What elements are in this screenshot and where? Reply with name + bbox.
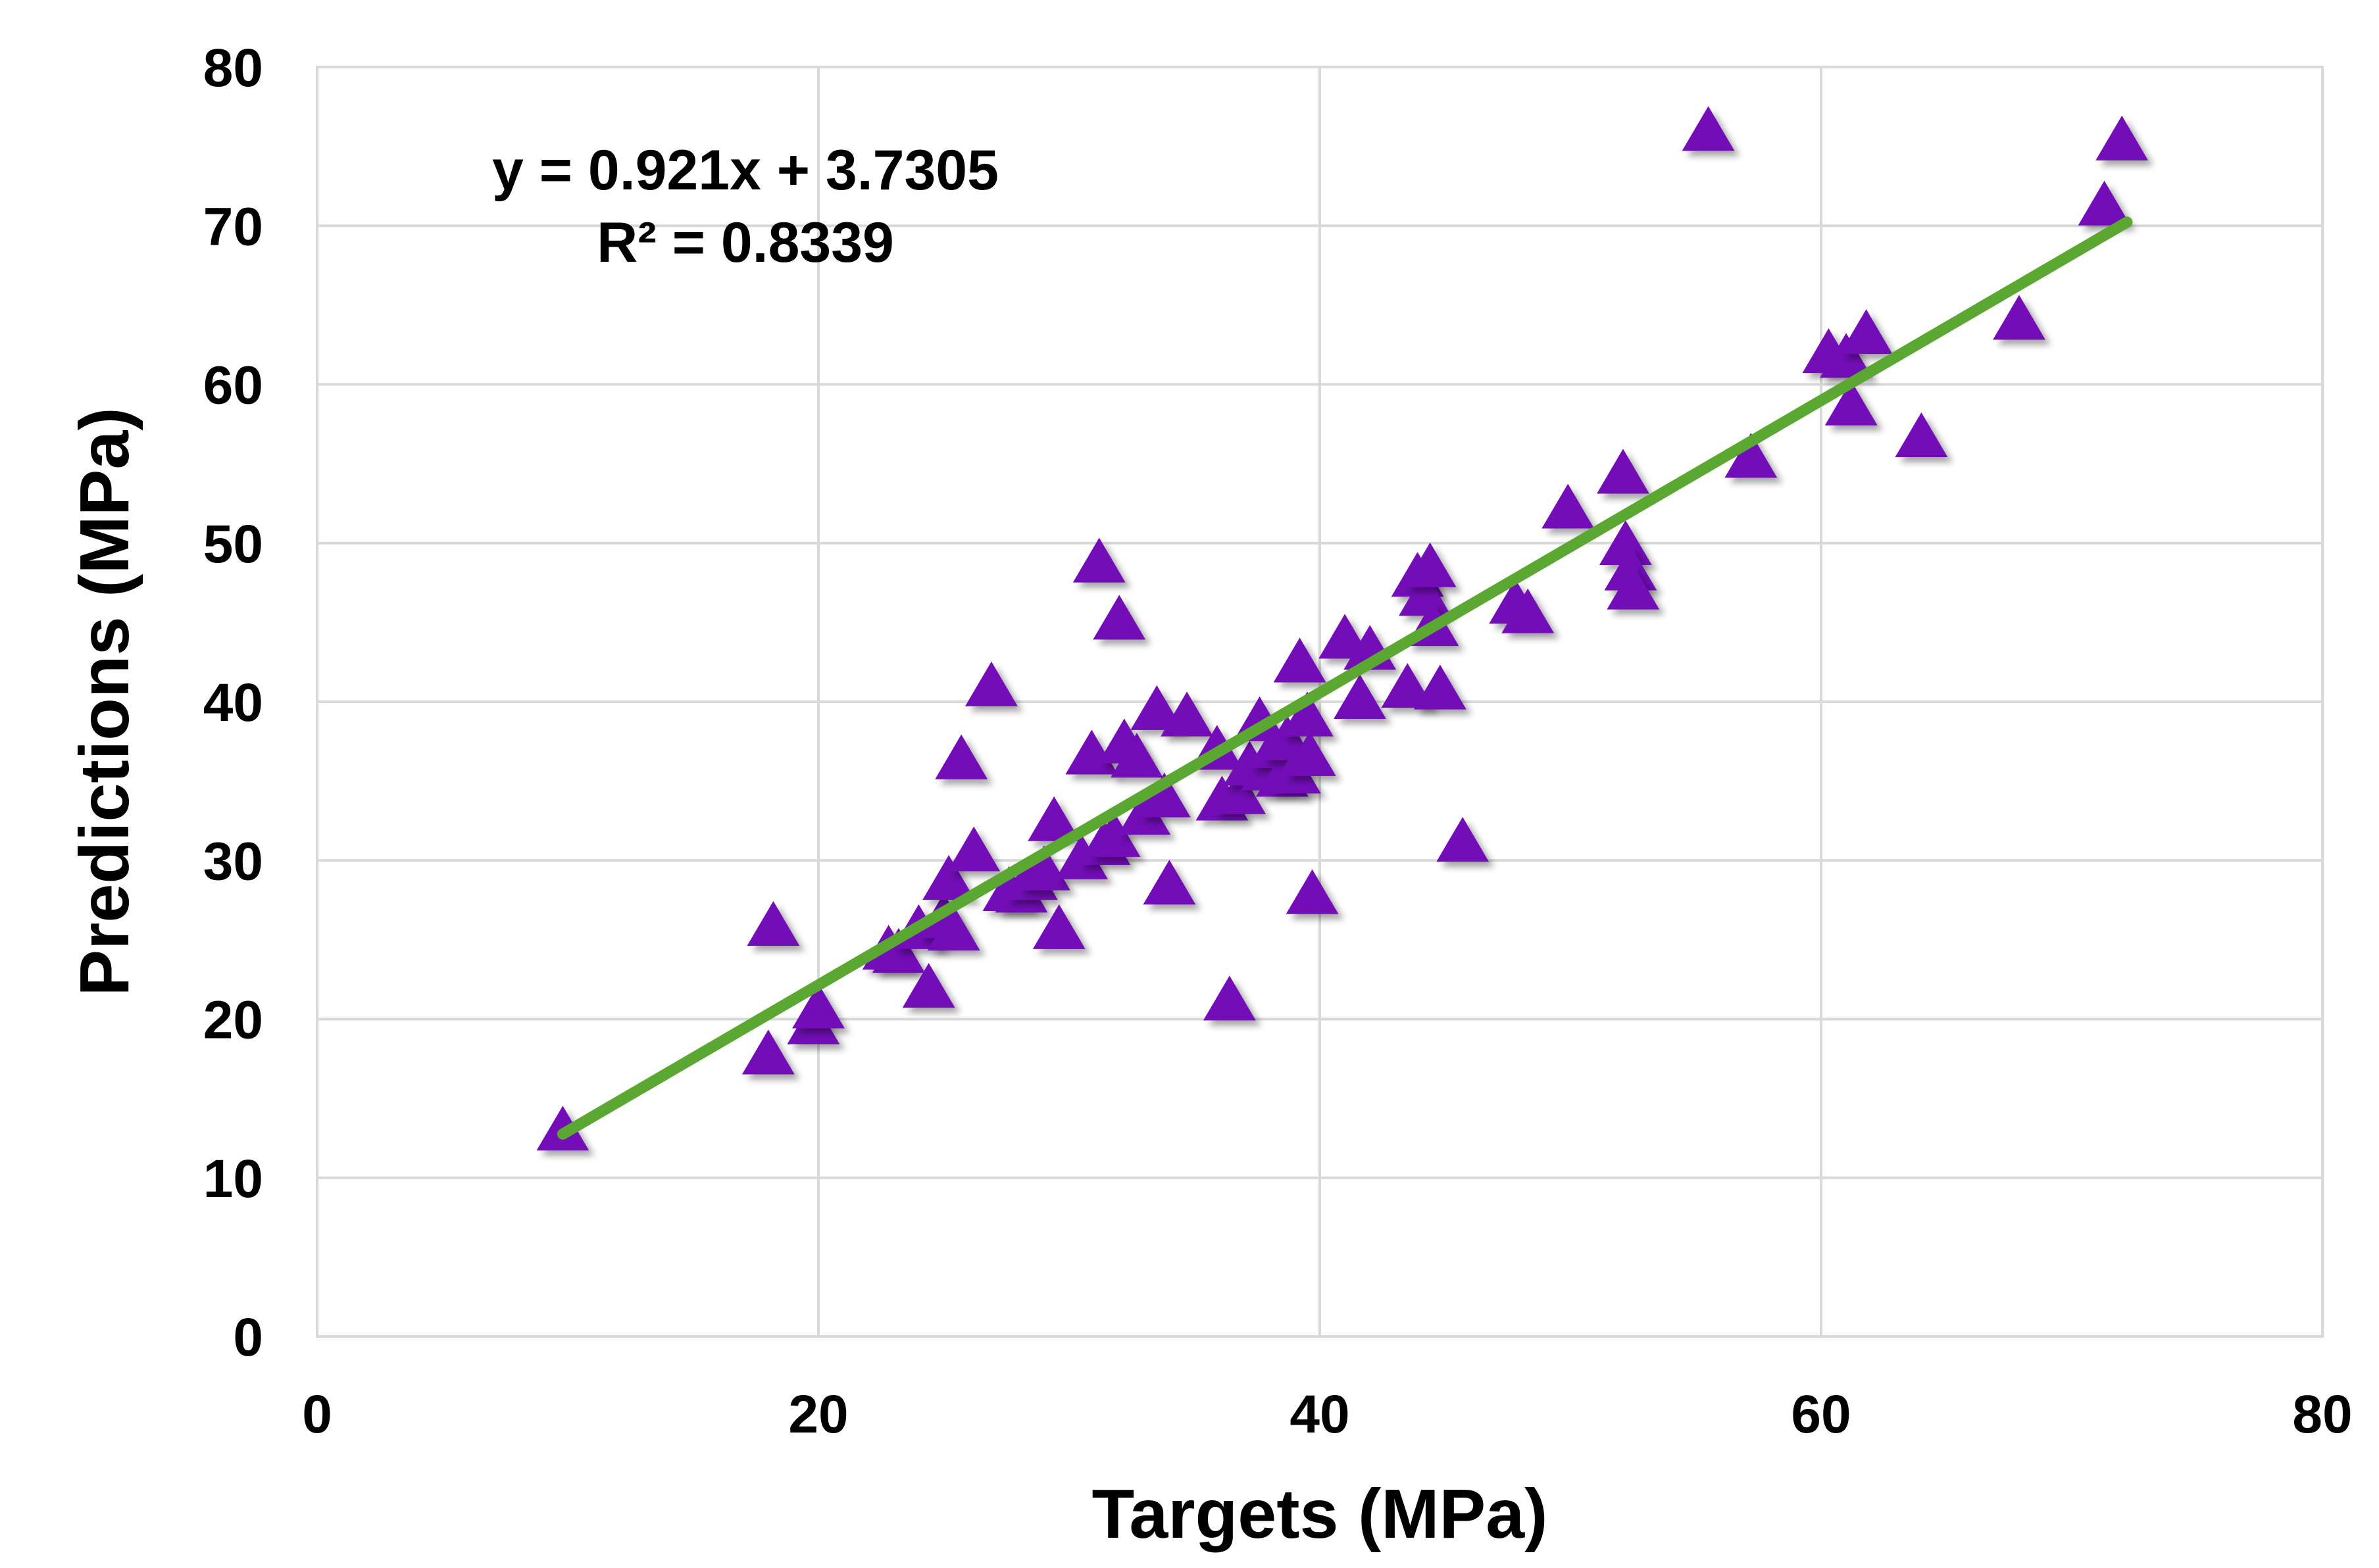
data-point (1895, 412, 1948, 457)
data-point (1130, 685, 1184, 730)
y-tick-label: 80 (203, 38, 263, 98)
trendline-equation: y = 0.921x + 3.7305 (492, 139, 999, 202)
data-point (935, 734, 988, 779)
data-point (964, 661, 1018, 706)
data-point (872, 928, 925, 973)
data-point (1028, 796, 1081, 841)
data-point (1993, 295, 2045, 340)
x-tick-label: 80 (2292, 1384, 2352, 1444)
y-tick-label: 70 (203, 197, 263, 257)
y-tick-label: 30 (203, 831, 263, 891)
y-tick-label: 50 (203, 514, 263, 574)
y-axis-ticks: 0 10 20 30 40 50 60 70 80 (203, 38, 263, 1367)
data-point (2078, 180, 2131, 226)
x-axis-title: Targets (MPa) (1091, 1475, 1547, 1553)
data-point (1820, 333, 1872, 378)
x-tick-label: 0 (302, 1384, 332, 1444)
data-point (1607, 564, 1660, 610)
data-point (741, 1029, 795, 1075)
data-point (1501, 588, 1555, 633)
y-tick-label: 0 (233, 1308, 263, 1367)
plot-area-border (316, 66, 2324, 1338)
x-tick-label: 60 (1791, 1384, 1851, 1444)
data-point (1138, 772, 1191, 818)
data-point (1599, 520, 1652, 566)
data-point (747, 900, 800, 946)
data-point (1381, 663, 1434, 708)
data-point (1541, 483, 1595, 529)
data-point (1072, 537, 1126, 583)
data-point (1273, 637, 1326, 683)
data-point (1436, 817, 1490, 862)
y-tick-label: 10 (203, 1149, 263, 1209)
data-point (1143, 860, 1196, 905)
data-point (947, 826, 1001, 871)
x-tick-label: 20 (788, 1384, 848, 1444)
data-point (1597, 449, 1649, 494)
y-axis-title: Predictions (MPa) (66, 407, 143, 996)
data-point (1032, 904, 1086, 949)
data-point (1161, 691, 1213, 737)
data-point (792, 983, 845, 1029)
data-point (1413, 664, 1466, 710)
r-squared-label: R² = 0.8339 (597, 211, 894, 274)
data-point (1088, 812, 1141, 857)
data-point (1203, 975, 1256, 1021)
data-point (1604, 545, 1657, 591)
data-point (1093, 595, 1146, 640)
data-point (1399, 571, 1451, 616)
data-point (1286, 869, 1339, 914)
data-point (1213, 769, 1266, 814)
data-point (1403, 542, 1457, 587)
trendline (557, 216, 2133, 1140)
data-point (1283, 731, 1336, 776)
data-points (536, 106, 2149, 1151)
data-point (922, 855, 976, 900)
data-point (927, 906, 980, 951)
data-point (1334, 674, 1386, 720)
y-tick-label: 20 (203, 991, 263, 1050)
data-point (1055, 834, 1108, 879)
data-point (1724, 433, 1778, 478)
data-point (2095, 115, 2149, 160)
data-point (1824, 380, 1878, 426)
y-tick-label: 60 (203, 356, 263, 416)
x-axis-ticks: 0 20 40 60 80 (302, 1384, 2352, 1444)
data-point (902, 963, 955, 1008)
data-point (1840, 309, 1893, 355)
y-tick-label: 40 (203, 673, 263, 733)
data-point (1682, 106, 1735, 151)
gridlines (317, 67, 2322, 1336)
x-tick-label: 40 (1290, 1384, 1349, 1444)
data-point (1110, 733, 1163, 778)
data-point (1281, 691, 1334, 737)
